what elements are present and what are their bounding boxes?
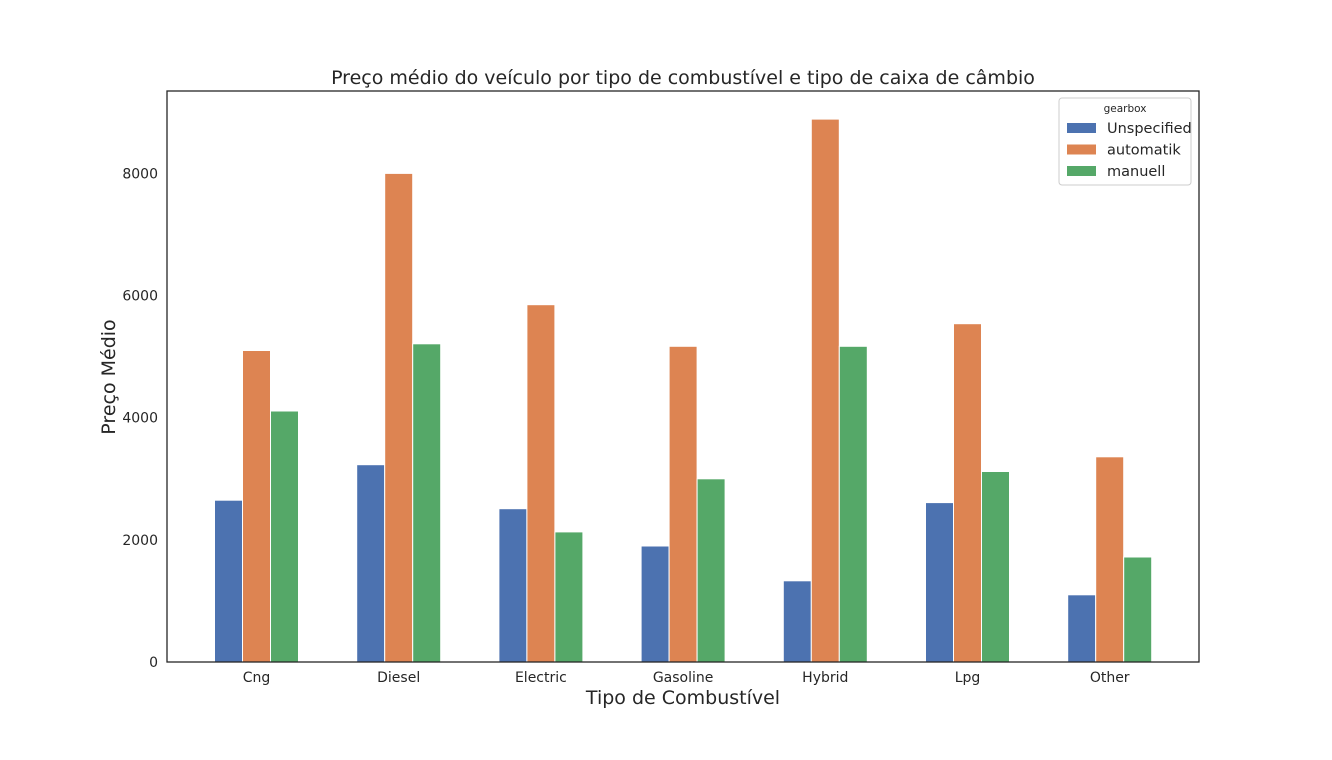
bar-automatik-lpg (953, 323, 982, 663)
bar-automatik-electric (526, 304, 556, 663)
bars-layer (214, 118, 1153, 663)
bar-unspecified-other (1067, 594, 1097, 663)
x-tick-label: Other (1090, 670, 1130, 686)
plot-frame (166, 90, 1200, 663)
chart-title: Preço médio do veículo por tipo de combu… (331, 67, 1035, 89)
x-tick-label: Electric (515, 670, 567, 686)
y-tick-label: 0 (149, 655, 158, 671)
bar-automatik-diesel (384, 172, 414, 663)
legend-box (1058, 97, 1192, 186)
y-tick-label: 2000 (122, 533, 158, 549)
bar-automatik-cng (242, 350, 271, 663)
x-tick-label: Lpg (955, 670, 981, 686)
legend-label-automatik: automatik (1107, 143, 1181, 159)
x-tick-labels: Cng Diesel Electric Gasoline Hybrid Lpg Other (243, 670, 1130, 686)
x-tick-label: Gasoline (653, 670, 714, 686)
bar-unspecified-diesel (356, 464, 386, 663)
bar-automatik-gasoline (668, 345, 698, 663)
bar-unspecified-lpg (925, 502, 954, 663)
bar-manuell-hybrid (838, 345, 868, 663)
bar-manuell-gasoline (696, 478, 726, 663)
bar-automatik-hybrid (810, 118, 840, 663)
legend-label-manuell: manuell (1107, 164, 1165, 180)
x-tick-label: Diesel (377, 670, 420, 686)
bar-manuell-electric (554, 531, 584, 663)
legend-title: gearbox (1104, 103, 1147, 115)
x-tick-label: Cng (243, 670, 271, 686)
y-tick-labels: 0 2000 4000 6000 8000 (122, 166, 158, 671)
y-tick-label: 6000 (122, 289, 158, 305)
y-tick-label: 8000 (122, 166, 158, 182)
legend-items: Unspecified automatik manuell (1067, 121, 1192, 180)
y-tick-label: 4000 (122, 411, 158, 427)
legend-swatch-manuell (1067, 166, 1096, 176)
bar-unspecified-hybrid (782, 580, 812, 663)
bar-unspecified-electric (498, 508, 528, 663)
bar-automatik-other (1095, 456, 1125, 663)
bar-manuell-cng (270, 410, 299, 663)
legend: gearbox Unspecified automatik manuell (1058, 97, 1192, 186)
bar-manuell-other (1123, 556, 1153, 663)
bar-unspecified-gasoline (640, 545, 670, 663)
bar-unspecified-cng (214, 499, 243, 663)
x-axis-label: Tipo de Combustível (585, 687, 780, 709)
y-axis-label: Preço Médio (98, 319, 120, 434)
bar-manuell-lpg (981, 471, 1010, 663)
legend-swatch-automatik (1067, 144, 1096, 155)
legend-label-unspecified: Unspecified (1107, 121, 1192, 137)
legend-swatch-unspecified (1067, 123, 1096, 133)
bar-manuell-diesel (412, 343, 442, 663)
x-tick-label: Hybrid (802, 670, 848, 686)
